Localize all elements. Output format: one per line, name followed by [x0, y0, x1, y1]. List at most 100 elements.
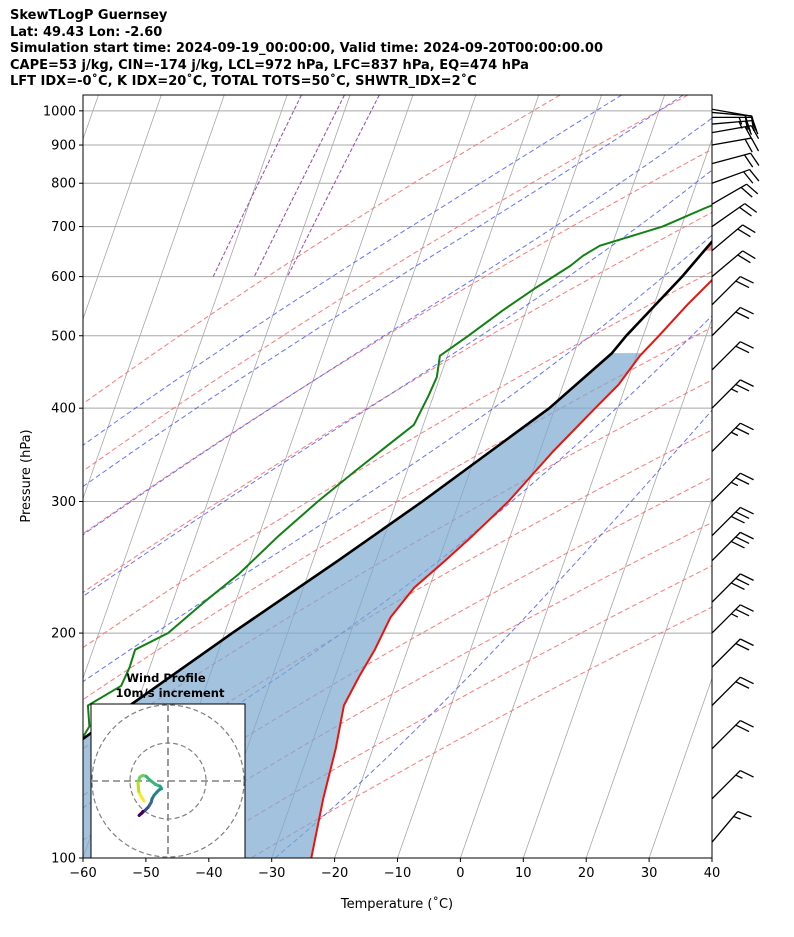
wind-barb	[711, 604, 754, 634]
wind-barb-flag	[735, 577, 750, 586]
wind-barb-flag	[739, 638, 754, 647]
isotherm-line	[83, 95, 225, 500]
wind-barb-shaft	[711, 573, 741, 603]
y-tick-label: 600	[51, 270, 76, 285]
mixing-ratio-line	[253, 95, 345, 277]
wind-barb-flag	[744, 138, 753, 153]
x-tick-label: 0	[456, 866, 464, 881]
isotherm-line	[83, 95, 162, 321]
wind-barb	[711, 573, 754, 603]
dry-adiabat-line	[83, 476, 712, 841]
x-tick-label: −20	[321, 866, 348, 881]
isotherm-line	[83, 95, 288, 680]
isotherm-line	[648, 677, 712, 858]
moist-adiabat-line	[83, 95, 684, 488]
wind-barb-flag	[735, 511, 750, 520]
wind-barb-flag	[739, 573, 754, 581]
wind-barb-flag	[739, 531, 754, 540]
isotherm-line	[460, 137, 712, 858]
wind-barb-flag	[750, 125, 760, 139]
x-tick-label: 10	[515, 866, 532, 881]
wind-barb-half-flag	[730, 431, 739, 437]
cin-area	[704, 241, 712, 251]
x-tick-label: −30	[258, 866, 285, 881]
dry-adiabat-line	[83, 95, 689, 472]
x-tick-label: −10	[384, 866, 411, 881]
hodograph-ring	[91, 704, 245, 858]
wind-barb-flag	[739, 275, 754, 284]
wind-barb	[711, 275, 754, 306]
wind-barb-half-flag	[730, 481, 739, 487]
wind-barb	[711, 379, 754, 409]
wind-barb-flag	[739, 306, 754, 315]
wind-barb-shaft	[711, 224, 744, 252]
y-tick-label: 700	[51, 220, 76, 235]
wind-barb-flag	[735, 345, 750, 354]
wind-barb	[711, 168, 760, 184]
wind-barb-flag	[746, 183, 759, 195]
dewpoint-line	[83, 204, 712, 739]
wind-barb-flag	[739, 341, 754, 349]
wind-barb-flag	[751, 120, 759, 135]
y-axis-label: Pressure (hPa)	[19, 429, 34, 522]
wind-barb	[711, 203, 758, 228]
wind-barb-shaft	[711, 506, 741, 537]
dry-adiabat-line	[120, 521, 712, 858]
wind-barb-shaft	[711, 203, 746, 228]
wind-barb	[711, 224, 756, 252]
hodograph-title: Wind Profile	[126, 671, 206, 685]
wind-barb-shaft	[711, 168, 750, 184]
wind-barb	[711, 125, 760, 141]
x-tick-label: 20	[578, 866, 595, 881]
wind-barb	[711, 719, 754, 750]
wind-barb-flag	[737, 254, 751, 264]
wind-barb-shaft	[711, 531, 741, 562]
wind-barb-flag	[739, 472, 754, 481]
wind-barb-flag	[737, 810, 752, 818]
dry-adiabat-line	[83, 326, 712, 701]
hodograph-subtitle: 10m/s increment	[116, 686, 225, 700]
wind-barb	[711, 472, 754, 502]
wind-barb-shaft	[711, 341, 741, 371]
wind-barb	[711, 152, 760, 168]
dry-adiabat-line	[83, 429, 712, 797]
wind-barb-flag	[742, 224, 756, 234]
wind-barb	[711, 137, 760, 153]
wind-barb-flag	[735, 427, 750, 435]
mixing-ratio-line	[212, 95, 302, 277]
hodograph-segment	[140, 809, 145, 815]
wind-barb-flag	[744, 203, 758, 213]
wind-barb-shaft	[711, 111, 752, 117]
wind-barb	[711, 638, 754, 668]
wind-barbs	[711, 108, 760, 843]
wind-barb	[711, 810, 752, 843]
location-line: Lat: 49.43 Lon: -2.60	[10, 24, 163, 40]
wind-barb-flag	[739, 379, 754, 387]
wind-barb-flag	[735, 681, 750, 689]
wind-barb-shaft	[711, 638, 741, 668]
wind-barb-flag	[735, 642, 750, 651]
wind-barb-flag	[735, 608, 750, 617]
wind-barb-flag	[735, 311, 750, 320]
wind-barb-shaft	[711, 811, 739, 843]
wind-barb-shaft	[711, 137, 752, 146]
x-tick-label: −60	[69, 866, 96, 881]
x-tick-label: −50	[132, 866, 159, 881]
y-tick-label: 100	[51, 852, 76, 867]
x-axis-ticks: −60 −50 −40 −30 −20 −10 0 10 20 30 40	[69, 858, 720, 881]
wind-barb	[711, 183, 759, 205]
wind-barb-half-flag	[738, 117, 743, 125]
wind-barb-shaft	[711, 770, 741, 800]
wind-barb-shaft	[711, 125, 752, 134]
wind-barb	[711, 531, 754, 562]
wind-barb-shaft	[711, 307, 741, 337]
wind-barb-flag	[739, 422, 754, 431]
parcel-line	[83, 239, 712, 741]
chart-title: SkewTLogP Guernsey	[10, 8, 168, 23]
wind-barb-flag	[735, 724, 750, 733]
wind-barb-half-flag	[730, 388, 739, 393]
wind-barb-flag	[735, 536, 750, 545]
y-tick-label: 300	[51, 495, 76, 510]
y-tick-label: 1000	[43, 104, 76, 119]
